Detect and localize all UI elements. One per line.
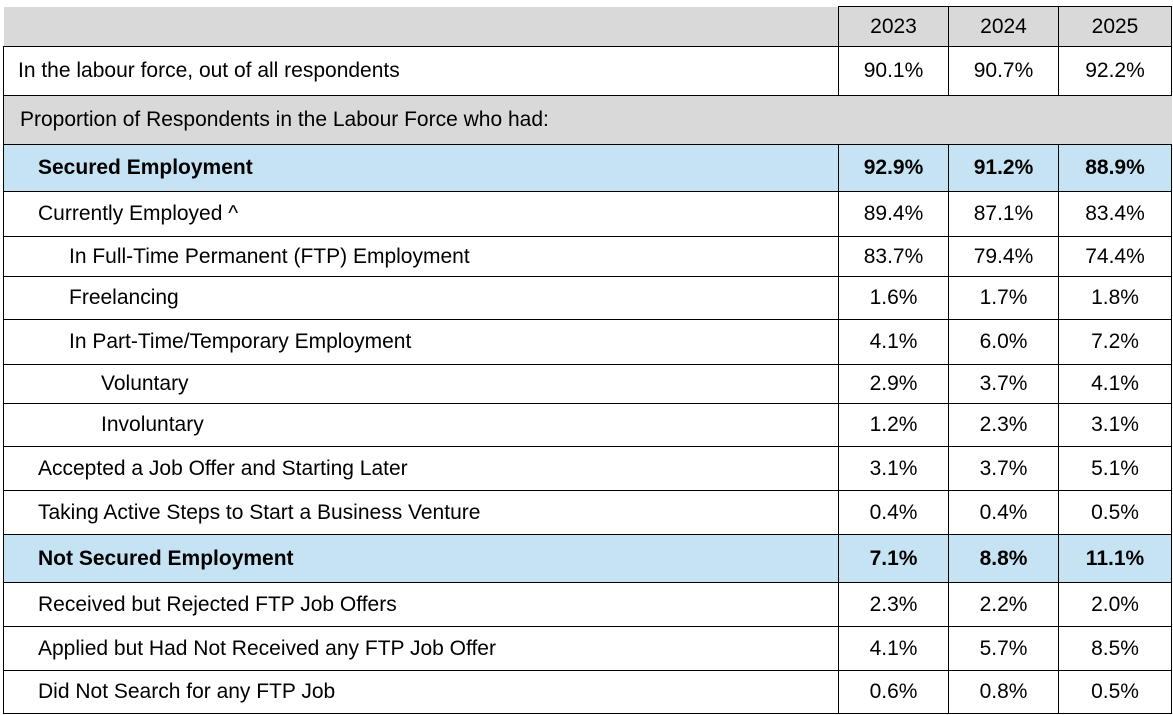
value-cell-2025: 5.1% xyxy=(1058,446,1172,491)
value-cell-2025: 11.1% xyxy=(1058,534,1172,583)
row-label: In the labour force, out of all responde… xyxy=(3,46,839,96)
value-cell-2024: 5.7% xyxy=(948,626,1059,671)
header-row: 2023 2024 2025 xyxy=(3,6,1172,47)
year-header-2024: 2024 xyxy=(948,6,1059,47)
value-cell-2025: 1.8% xyxy=(1058,276,1172,320)
value-cell-2023: 89.4% xyxy=(838,191,949,237)
row-label: Received but Rejected FTP Job Offers xyxy=(3,582,839,627)
value-cell-2024: 2.3% xyxy=(948,403,1059,447)
value-cell-2025: 3.1% xyxy=(1058,403,1172,447)
year-header-2023: 2023 xyxy=(838,6,949,47)
value-cell-2025: 2.0% xyxy=(1058,582,1172,627)
table-row: In Part-Time/Temporary Employment 4.1% 6.0… xyxy=(3,319,1172,365)
row-label: Accepted a Job Offer and Starting Later xyxy=(3,446,839,491)
value-cell-2025: 4.1% xyxy=(1058,364,1172,404)
value-cell-2024: 90.7% xyxy=(948,46,1059,96)
value-cell-2023: 0.4% xyxy=(838,490,949,535)
value-cell-2023: 4.1% xyxy=(838,319,949,365)
value-cell-2025: 83.4% xyxy=(1058,191,1172,237)
row-label: Proportion of Respondents in the Labour … xyxy=(3,95,1172,145)
table-row: Received but Rejected FTP Job Offers 2.3%… xyxy=(3,582,1172,627)
row-label: Not Secured Employment xyxy=(3,534,839,583)
row-label: Voluntary xyxy=(3,364,839,404)
value-cell-2023: 0.6% xyxy=(838,670,949,714)
value-cell-2024: 0.8% xyxy=(948,670,1059,714)
value-cell-2023: 90.1% xyxy=(838,46,949,96)
row-label: Applied but Had Not Received any FTP Job… xyxy=(3,626,839,671)
value-cell-2023: 92.9% xyxy=(838,144,949,192)
value-cell-2023: 1.6% xyxy=(838,276,949,320)
header-label-cell xyxy=(3,6,839,47)
value-cell-2024: 3.7% xyxy=(948,446,1059,491)
summary-row: Not Secured Employment 7.1% 8.8% 11.1% xyxy=(3,534,1172,583)
value-cell-2024: 87.1% xyxy=(948,191,1059,237)
value-cell-2024: 1.7% xyxy=(948,276,1059,320)
value-cell-2023: 7.1% xyxy=(838,534,949,583)
value-cell-2024: 8.8% xyxy=(948,534,1059,583)
value-cell-2024: 0.4% xyxy=(948,490,1059,535)
section-header-row: Proportion of Respondents in the Labour … xyxy=(3,95,1172,145)
row-label: Involuntary xyxy=(3,403,839,447)
table-row: Accepted a Job Offer and Starting Later 3… xyxy=(3,446,1172,491)
row-label: In Full-Time Permanent (FTP) Employment xyxy=(3,236,839,277)
value-cell-2025: 0.5% xyxy=(1058,670,1172,714)
value-cell-2025: 88.9% xyxy=(1058,144,1172,192)
row-label: Currently Employed ^ xyxy=(3,191,839,237)
value-cell-2023: 4.1% xyxy=(838,626,949,671)
row-label: Freelancing xyxy=(3,276,839,320)
value-cell-2024: 91.2% xyxy=(948,144,1059,192)
table-row: Voluntary 2.9% 3.7% 4.1% xyxy=(3,364,1172,404)
value-cell-2025: 92.2% xyxy=(1058,46,1172,96)
value-cell-2025: 7.2% xyxy=(1058,319,1172,365)
value-cell-2024: 6.0% xyxy=(948,319,1059,365)
value-cell-2025: 8.5% xyxy=(1058,626,1172,671)
table-row: Currently Employed ^ 89.4% 87.1% 83.4% xyxy=(3,191,1172,237)
table-row: Freelancing 1.6% 1.7% 1.8% xyxy=(3,276,1172,320)
value-cell-2023: 1.2% xyxy=(838,403,949,447)
table-row: Involuntary 1.2% 2.3% 3.1% xyxy=(3,403,1172,447)
value-cell-2024: 2.2% xyxy=(948,582,1059,627)
table-row: In Full-Time Permanent (FTP) Employment 8… xyxy=(3,236,1172,277)
value-cell-2025: 0.5% xyxy=(1058,490,1172,535)
table-row: Applied but Had Not Received any FTP Job… xyxy=(3,626,1172,671)
row-label: Taking Active Steps to Start a Business … xyxy=(3,490,839,535)
summary-row: Secured Employment 92.9% 91.2% 88.9% xyxy=(3,144,1172,192)
value-cell-2025: 74.4% xyxy=(1058,236,1172,277)
value-cell-2023: 2.3% xyxy=(838,582,949,627)
table-row: Taking Active Steps to Start a Business … xyxy=(3,490,1172,535)
year-header-2025: 2025 xyxy=(1058,6,1172,47)
table-row: Did Not Search for any FTP Job 0.6% 0.8% 0.… xyxy=(3,670,1172,714)
row-label: In Part-Time/Temporary Employment xyxy=(3,319,839,365)
value-cell-2023: 2.9% xyxy=(838,364,949,404)
table-row: In the labour force, out of all responde… xyxy=(3,46,1172,96)
employment-table: 2023 2024 2025 In the labour force, out … xyxy=(3,6,1172,714)
value-cell-2023: 83.7% xyxy=(838,236,949,277)
value-cell-2024: 79.4% xyxy=(948,236,1059,277)
row-label: Did Not Search for any FTP Job xyxy=(3,670,839,714)
row-label: Secured Employment xyxy=(3,144,839,192)
value-cell-2023: 3.1% xyxy=(838,446,949,491)
value-cell-2024: 3.7% xyxy=(948,364,1059,404)
